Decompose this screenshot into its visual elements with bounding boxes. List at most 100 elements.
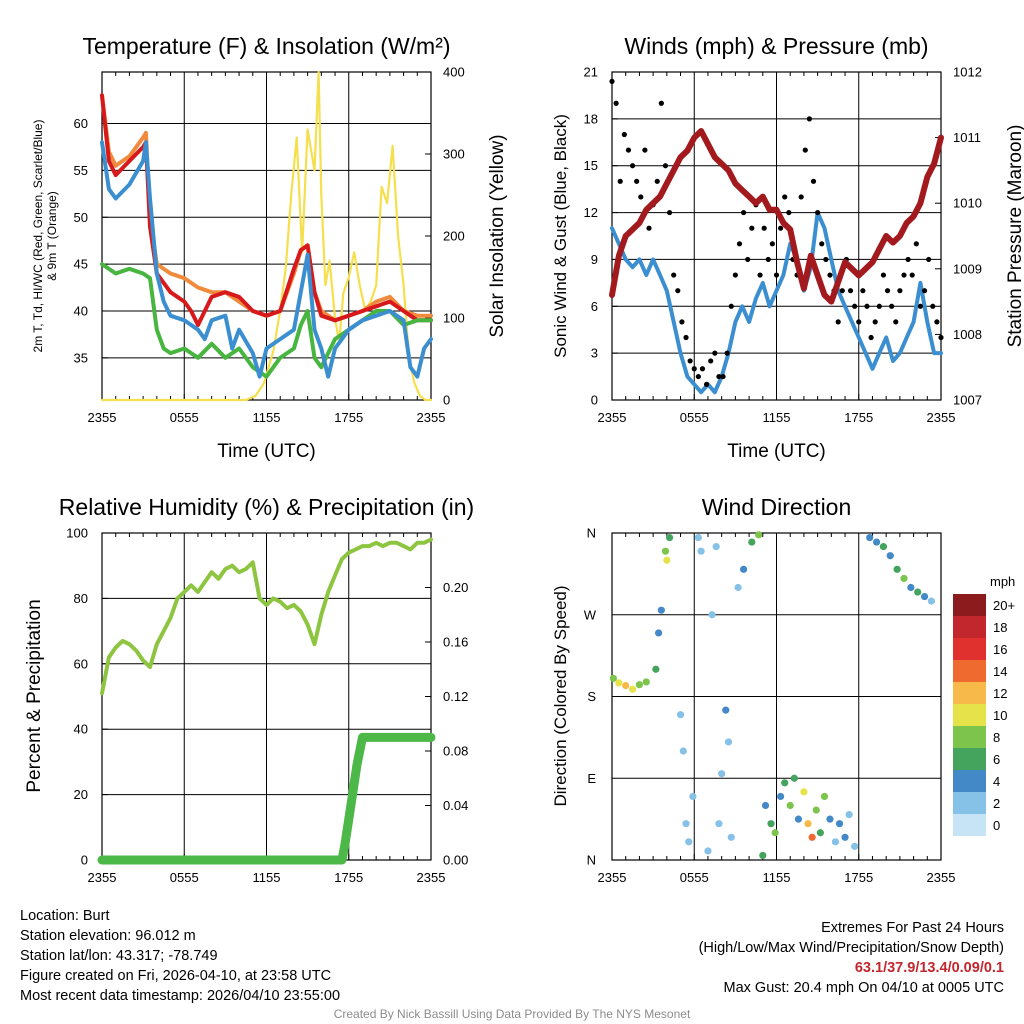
direction-point xyxy=(694,533,702,542)
winds-chart: 2355 0555 1155 1755 2355 Winds (mph) & Pressu… xyxy=(551,33,1024,462)
series-hi-wc xyxy=(100,140,433,379)
x-axis-label: Time (UTC) xyxy=(217,441,316,462)
direction-point xyxy=(661,547,670,555)
legend-label: 0 xyxy=(993,818,1000,833)
gust-point xyxy=(921,288,928,294)
direction-point xyxy=(808,833,816,841)
gust-point xyxy=(884,288,891,294)
gust-point xyxy=(835,319,841,325)
recent-data-text: Most recent data timestamp: 2026/04/10 2… xyxy=(20,988,341,1004)
gust-point xyxy=(798,194,804,200)
direction-point xyxy=(820,792,829,801)
gust-point xyxy=(675,288,681,294)
y2-tick-label: 1010 xyxy=(953,196,982,211)
gust-point xyxy=(913,241,919,247)
legend-label: 16 xyxy=(993,642,1007,657)
y2-tick-label: 1009 xyxy=(953,261,982,276)
y2-tick-label: 1011 xyxy=(953,130,981,145)
direction-point xyxy=(622,682,630,690)
gust-point xyxy=(646,225,652,231)
chart-title: Temperature (F) & Insolation (W/m²) xyxy=(82,33,450,59)
extremes-info: Extremes For Past 24 Hours (High/Low/Max… xyxy=(699,918,1004,998)
y-tick-label: 6 xyxy=(591,299,598,314)
direction-point xyxy=(800,788,808,796)
y-axis-label-line2: & 9m T (Orange) xyxy=(45,191,59,281)
direction-point xyxy=(879,543,888,551)
gust-point xyxy=(708,358,714,364)
y-tick-label: 20 xyxy=(74,787,88,802)
direction-point xyxy=(712,543,720,551)
chart-title: Winds (mph) & Pressure (mb) xyxy=(624,33,928,59)
gust-point xyxy=(757,272,763,278)
y2-tick-label: 1008 xyxy=(953,327,982,342)
gust-point xyxy=(864,303,870,309)
station-info: Location: Burt Station elevation: 96.012… xyxy=(20,906,340,1006)
direction-point xyxy=(761,801,770,810)
gust-point xyxy=(872,319,878,325)
gust-point xyxy=(778,225,784,231)
y2-tick-label: 200 xyxy=(443,229,465,244)
series-precipitation xyxy=(97,732,436,865)
y-tick-label: 80 xyxy=(74,591,88,606)
gust-point xyxy=(703,381,710,387)
y-tick-label: 15 xyxy=(584,158,598,173)
legend-swatch xyxy=(953,704,986,726)
legend-swatch xyxy=(953,638,986,660)
x-tick-label: 0555 xyxy=(170,410,199,425)
legend-swatch xyxy=(953,792,986,814)
legend-swatch xyxy=(953,682,986,704)
y2-tick-label: 1007 xyxy=(953,393,982,408)
legend-swatch xyxy=(953,814,986,836)
direction-point xyxy=(697,547,705,555)
gust-point xyxy=(745,256,751,263)
gust-point xyxy=(917,303,924,309)
credit-text: Created By Nick Bassill Using Data Provi… xyxy=(333,1007,691,1021)
x-tick-label: 2355 xyxy=(88,870,117,885)
direction-chart: 2355 0555 1155 1755 2355 Wind Direction N E S W N D… xyxy=(551,494,1015,885)
direction-point xyxy=(665,533,674,542)
y-tick-label: 40 xyxy=(74,303,88,318)
y-tick-label: 55 xyxy=(74,163,88,178)
direction-point xyxy=(804,820,812,828)
legend-label: 14 xyxy=(993,664,1007,679)
y2-tick-label: 0 xyxy=(443,393,450,408)
gust-point xyxy=(736,241,743,247)
y-tick-label: E xyxy=(587,771,596,786)
y2-tick-label: 0.20 xyxy=(443,580,468,595)
gust-point xyxy=(683,334,689,341)
y-tick-label: 100 xyxy=(66,526,88,541)
direction-point xyxy=(724,738,733,746)
direction-point xyxy=(676,711,685,719)
direction-point xyxy=(655,629,663,637)
y-tick-label: 50 xyxy=(74,210,88,225)
gust-point xyxy=(642,147,648,153)
y2-axis-label: Station Pressure (Maroon) xyxy=(1005,125,1024,348)
direction-point xyxy=(786,801,794,810)
direction-point xyxy=(685,838,693,846)
gust-point xyxy=(724,350,730,356)
direction-point xyxy=(893,565,901,573)
gust-point xyxy=(773,272,780,278)
legend-swatch xyxy=(953,748,986,770)
y-tick-label: 0 xyxy=(591,393,598,408)
y-tick-label: 40 xyxy=(74,722,88,737)
gust-point xyxy=(901,272,907,278)
direction-point xyxy=(845,810,853,819)
direction-point xyxy=(704,847,712,855)
gust-point xyxy=(629,163,636,169)
x-tick-label: 1155 xyxy=(253,410,281,425)
x-tick-label: 1155 xyxy=(763,870,791,885)
direction-point xyxy=(872,538,881,546)
direction-point xyxy=(615,679,623,687)
gust-point xyxy=(666,209,673,216)
direction-point xyxy=(790,774,798,782)
y2-tick-label: 0.16 xyxy=(443,635,468,650)
gust-point xyxy=(823,256,829,263)
created-text: Figure created on Fri, 2026-04-10, at 23… xyxy=(20,968,332,984)
direction-point xyxy=(718,770,726,778)
gust-point xyxy=(880,272,887,278)
gust-point xyxy=(634,178,640,184)
gust-point xyxy=(934,319,940,325)
direction-point xyxy=(927,597,936,605)
